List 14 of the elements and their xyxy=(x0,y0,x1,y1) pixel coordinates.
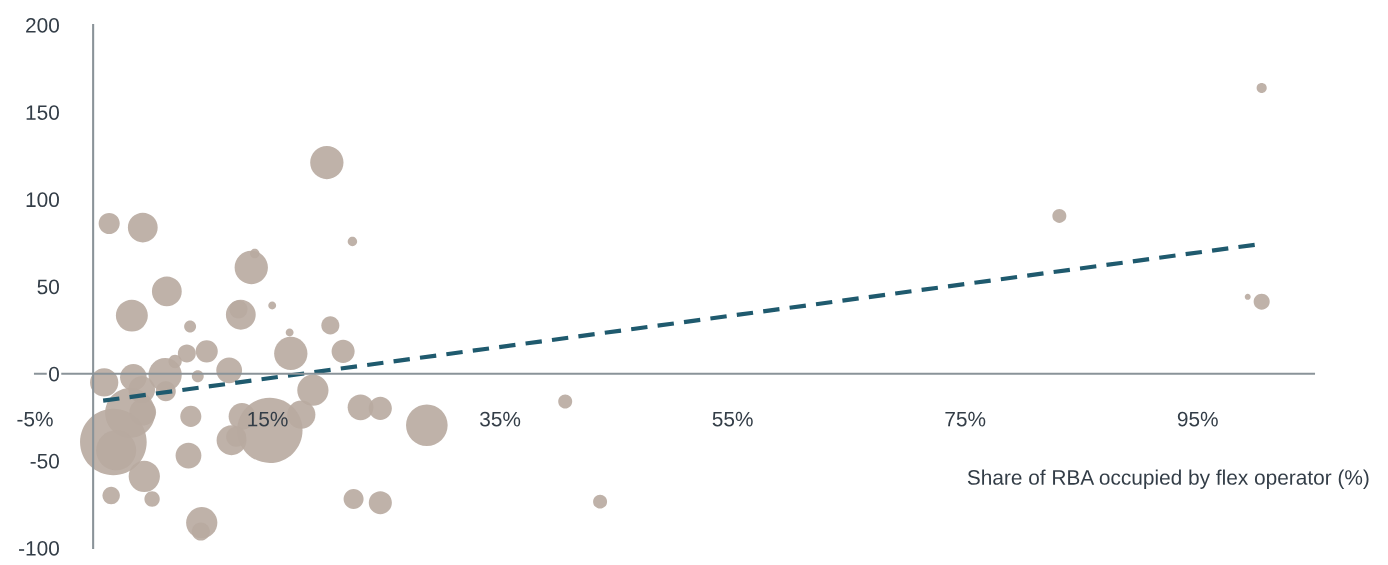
x-tick-label: -5% xyxy=(17,411,53,427)
y-tick-label: 50 xyxy=(37,279,59,295)
x-tick-label: 55% xyxy=(712,411,753,427)
x-tick-label: 75% xyxy=(945,411,986,427)
x-axis-title: Share of RBA occupied by flex operator (%) xyxy=(967,469,1369,489)
y-tick-label: 200 xyxy=(26,18,59,33)
x-tick-label: 15% xyxy=(248,411,288,427)
x-tick-label: 95% xyxy=(1177,411,1218,427)
x-tick-label: 35% xyxy=(480,411,521,427)
y-tick-label: -100 xyxy=(19,541,59,556)
y-tick-label: -50 xyxy=(30,453,59,469)
y-tick-label: 0 xyxy=(49,366,59,382)
y-tick-label: 150 xyxy=(26,105,59,120)
y-tick-label: 100 xyxy=(26,192,59,208)
